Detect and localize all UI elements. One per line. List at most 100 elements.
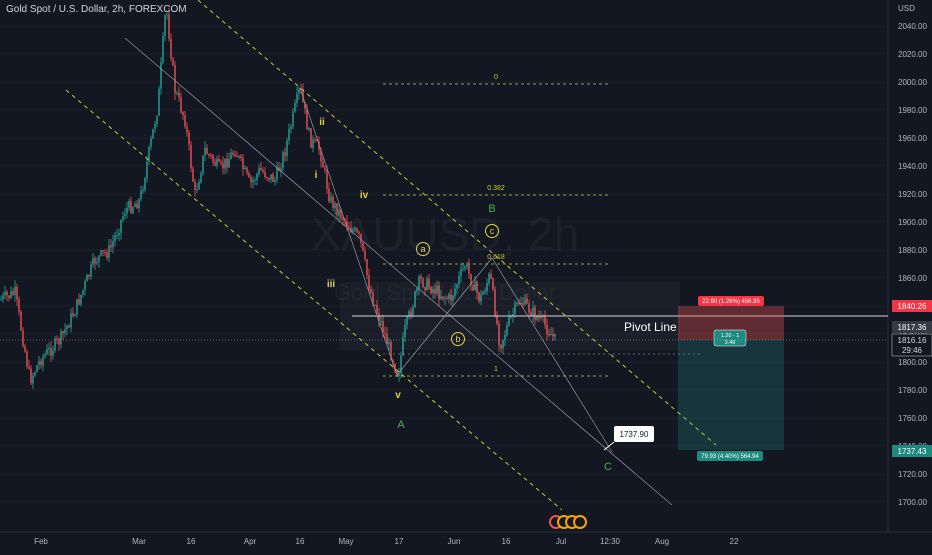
candle-body (500, 344, 502, 349)
price-tick-label[interactable]: 1940.00 (898, 162, 927, 171)
price-tick-label[interactable]: 1700.00 (898, 498, 927, 507)
price-tick-label[interactable]: 1880.00 (898, 246, 927, 255)
candle-body (186, 126, 188, 133)
candle-body (326, 169, 328, 189)
candle-body (390, 341, 392, 361)
candle-body (354, 228, 356, 231)
candle-body (68, 325, 70, 328)
candle-body (308, 128, 310, 130)
price-callout-box[interactable] (614, 426, 654, 442)
candle-body (298, 88, 300, 94)
candle-body (50, 347, 52, 356)
candle-body (156, 115, 158, 125)
candle-body (104, 251, 106, 253)
candle-body (306, 108, 308, 130)
candle-body (422, 278, 424, 288)
time-tick-label[interactable]: 12:30 (600, 537, 621, 546)
candle-body (440, 296, 442, 299)
candle-body (202, 155, 204, 174)
candle-body (122, 216, 124, 220)
price-tick-label[interactable]: 1760.00 (898, 414, 927, 423)
time-tick-label[interactable]: 16 (296, 537, 305, 546)
candle-body (442, 296, 444, 299)
candle-body (134, 203, 136, 208)
time-tick-label[interactable]: 17 (395, 537, 404, 546)
current-price-label: 1816.16 (898, 336, 927, 345)
time-tick-label[interactable]: May (338, 537, 353, 546)
candle-body (204, 147, 206, 156)
time-tick-label[interactable]: 22 (730, 537, 739, 546)
candle-body (208, 154, 210, 156)
candle-body (112, 241, 114, 248)
candle-body (372, 293, 374, 305)
price-axis[interactable]: 2040.00 2020.00 2000.00 1980.00 1960.00 1940.… (891, 4, 932, 507)
candle-body (74, 314, 76, 317)
channel-mid-line[interactable] (124, 37, 673, 506)
candle-body (226, 158, 228, 168)
candle-body (482, 292, 484, 295)
candle-body (534, 307, 536, 320)
time-tick-label[interactable]: Aug (655, 537, 669, 546)
candle-body (514, 303, 516, 315)
event-marker-icon[interactable] (573, 515, 587, 529)
time-tick-label[interactable]: Feb (34, 537, 48, 546)
candle-body (42, 356, 44, 366)
candle-body (102, 250, 104, 252)
time-tick-label[interactable]: Jun (448, 537, 461, 546)
symbol-title[interactable]: Gold Spot / U.S. Dollar, 2h, FOREXCOM (6, 4, 187, 15)
candle-body (418, 276, 420, 289)
candle-body (348, 226, 350, 228)
price-tick-label[interactable]: 1920.00 (898, 190, 927, 199)
candle-body (108, 245, 110, 258)
candle-body (40, 360, 42, 366)
candle-body (526, 298, 528, 304)
candle-body (114, 235, 116, 242)
price-tick-label[interactable]: 1960.00 (898, 134, 927, 143)
time-tick-label[interactable]: Mar (132, 537, 146, 546)
price-tick-label[interactable]: 1900.00 (898, 218, 927, 227)
candle-body (230, 152, 232, 159)
wave-projection-lines[interactable] (299, 87, 613, 453)
candle-body (516, 302, 518, 304)
candle-body (362, 242, 364, 251)
time-tick-label[interactable]: 16 (187, 537, 196, 546)
time-tick-label[interactable]: Jul (556, 537, 566, 546)
price-tick-label[interactable]: 2000.00 (898, 78, 927, 87)
price-tick-label[interactable]: 1800.00 (898, 358, 927, 367)
reward-label: 79.93 (4.40%) 564.94 (701, 454, 759, 460)
candle-body (416, 288, 418, 292)
candle-body (310, 128, 312, 148)
candle-body (254, 179, 256, 181)
candle-body (474, 281, 476, 291)
candle-body (84, 281, 86, 290)
price-tick-label[interactable]: 1860.00 (898, 274, 927, 283)
target-price-label: 1737.43 (898, 447, 927, 456)
candle-body (280, 168, 282, 171)
take-profit-zone[interactable] (678, 340, 784, 450)
time-tick-label[interactable]: 16 (502, 537, 511, 546)
candle-body (250, 177, 252, 183)
price-tick-label[interactable]: 2020.00 (898, 50, 927, 59)
time-axis[interactable]: Feb Mar 16 Apr 16 May 17 Jun 16 Jul 12:30 Aug 22 (34, 537, 739, 546)
price-tick-label[interactable]: 1980.00 (898, 106, 927, 115)
candle-body (338, 209, 340, 216)
wave-label-i: i (315, 170, 318, 181)
price-tick-label[interactable]: 2040.00 (898, 22, 927, 31)
candle-body (496, 316, 498, 324)
price-tick-label[interactable]: 1720.00 (898, 470, 927, 479)
candle-body (256, 174, 258, 180)
candle-body (136, 203, 138, 209)
price-tick-label[interactable]: 1780.00 (898, 386, 927, 395)
time-tick-label[interactable]: Apr (244, 537, 257, 546)
wave-label-B: B (488, 203, 495, 215)
candle-body (406, 316, 408, 325)
risk-label-box (698, 296, 764, 306)
candle-body (206, 147, 208, 155)
candle-body (274, 179, 276, 182)
wave-label-v: v (395, 390, 401, 401)
candle-body (194, 181, 196, 190)
candle-body (260, 168, 262, 171)
channel-upper-line[interactable] (197, 0, 717, 446)
